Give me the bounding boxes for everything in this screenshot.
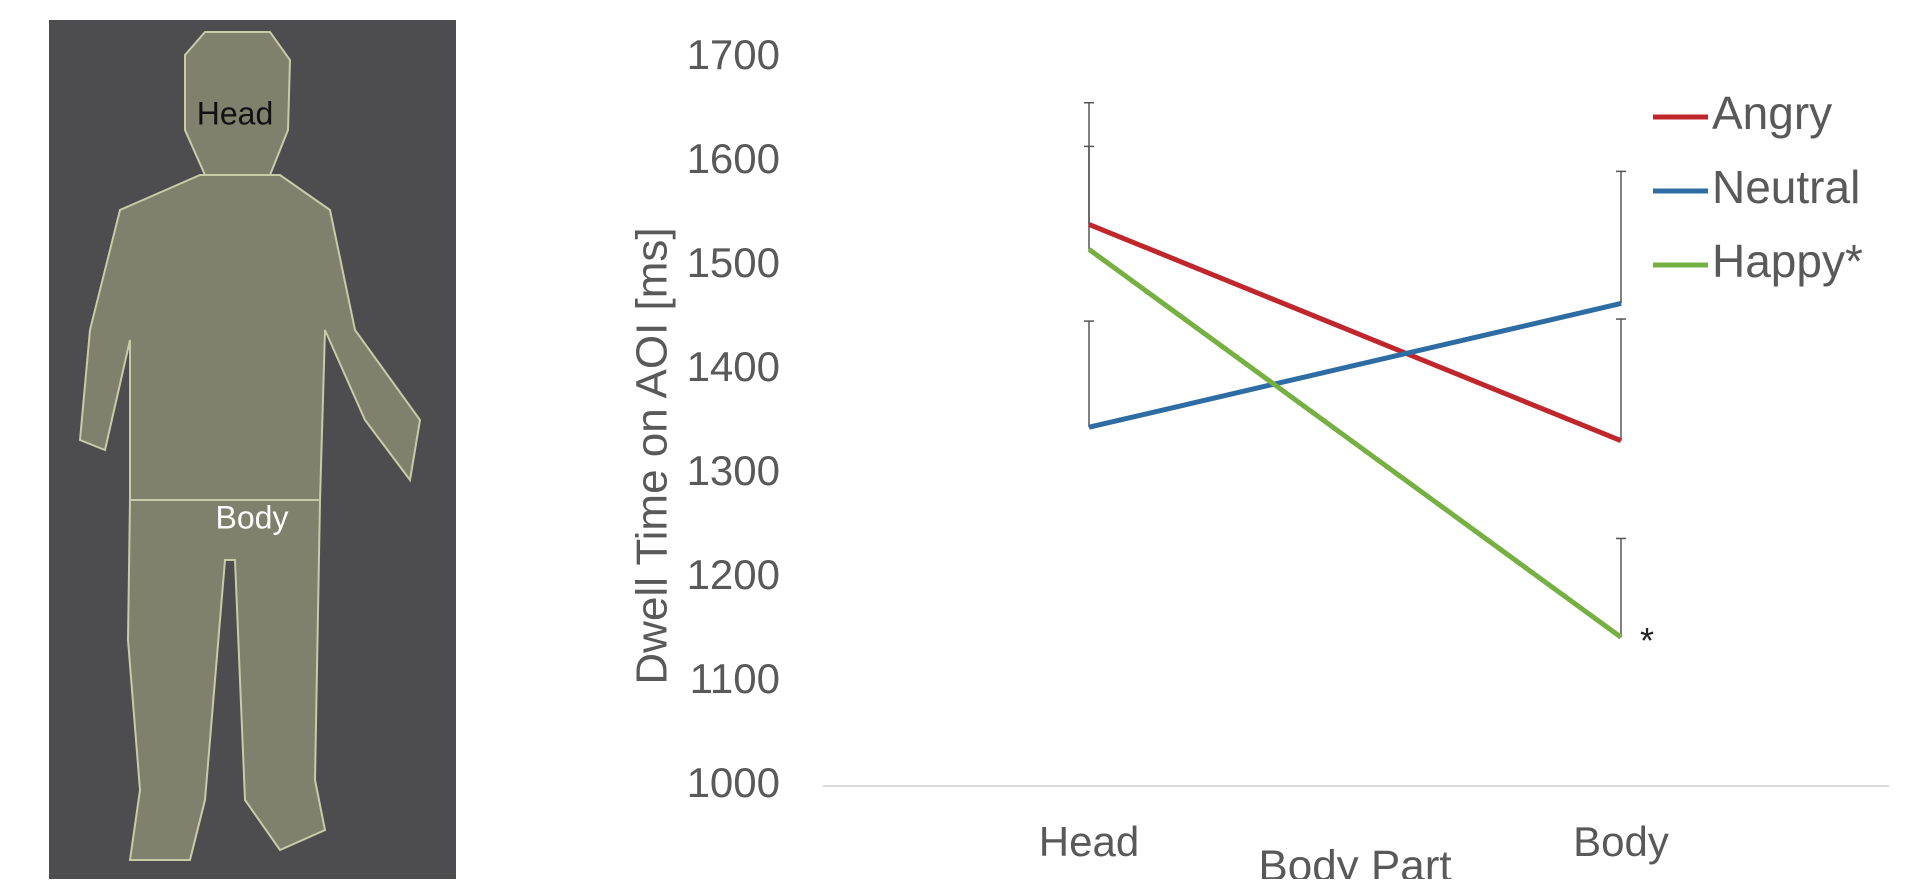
legend-label: Neutral [1712, 161, 1860, 213]
y-axis-label: Dwell Time on AOI [ms] [628, 227, 677, 684]
legend-label: Angry [1712, 87, 1832, 139]
series-line [1089, 249, 1621, 637]
x-tick-label: Body [1573, 818, 1669, 865]
figure-panel: Head Body [49, 20, 456, 879]
annotation: * [1640, 620, 1654, 661]
y-tick-label: 1500 [687, 239, 780, 286]
x-tick-label: Head [1039, 818, 1139, 865]
y-tick-label: 1100 [690, 655, 780, 702]
figure-label: Body [216, 499, 289, 535]
y-tick-label: 1300 [687, 447, 780, 494]
y-tick-label: 1400 [687, 343, 780, 390]
figure-label: Head [197, 95, 274, 131]
x-axis-label: Body Part [1258, 842, 1451, 879]
y-tick-label: 1600 [687, 135, 780, 182]
page: Head Body Dwell Time on AOI [ms] Body Pa… [0, 0, 1932, 879]
y-tick-label: 1200 [687, 551, 780, 598]
y-tick-label: 1000 [687, 759, 780, 806]
y-tick-label: 1700 [687, 31, 780, 78]
legend-label: Happy* [1712, 235, 1863, 287]
